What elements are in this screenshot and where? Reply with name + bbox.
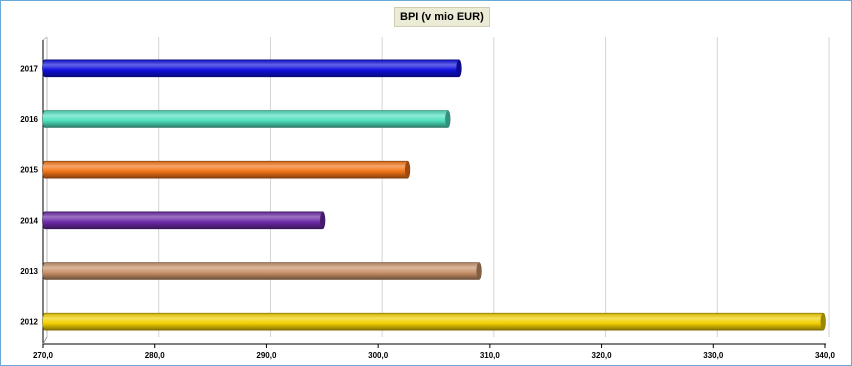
- chart-title: BPI (v mio EUR): [394, 7, 490, 27]
- x-tick-label: 320,0: [592, 351, 613, 360]
- y-tick-label: 2012: [20, 318, 38, 327]
- bar-cap: [445, 111, 451, 127]
- x-tick-label: 280,0: [145, 351, 166, 360]
- axis-layer: [42, 36, 826, 348]
- x-tick-label: 300,0: [368, 351, 389, 360]
- bar-2012: [42, 312, 826, 331]
- y-tick-label: 2015: [20, 166, 38, 175]
- bar-2015: [42, 160, 411, 179]
- y-tick-label: 2013: [20, 267, 38, 276]
- bar-cap: [456, 60, 462, 77]
- x-tick-label: 310,0: [480, 351, 501, 360]
- grid-layer: [46, 37, 830, 337]
- wall-corner: [42, 36, 48, 41]
- bar-cap: [320, 212, 326, 229]
- y-tick-label: 2017: [20, 64, 38, 73]
- bar-2016: [42, 110, 451, 128]
- x-tick-label: 270,0: [33, 351, 54, 360]
- bar-cap: [404, 161, 410, 178]
- bar-2017: [42, 59, 462, 78]
- bar-cap: [476, 263, 482, 279]
- x-tick-label: 340,0: [815, 351, 836, 360]
- bar-2014: [42, 211, 326, 230]
- y-tick-label: 2016: [20, 115, 38, 124]
- x-tick-label: 290,0: [256, 351, 277, 360]
- x-tick-label: 330,0: [703, 351, 724, 360]
- bar-2013: [42, 262, 482, 280]
- floor-corner: [42, 336, 48, 345]
- bar-cap: [820, 313, 826, 330]
- y-tick-label: 2014: [20, 216, 38, 225]
- bar-layer: [42, 59, 826, 331]
- label-layer: 270,0 280,0 290,0 300,0 310,0 320,0 330,0 340,0…: [20, 64, 835, 360]
